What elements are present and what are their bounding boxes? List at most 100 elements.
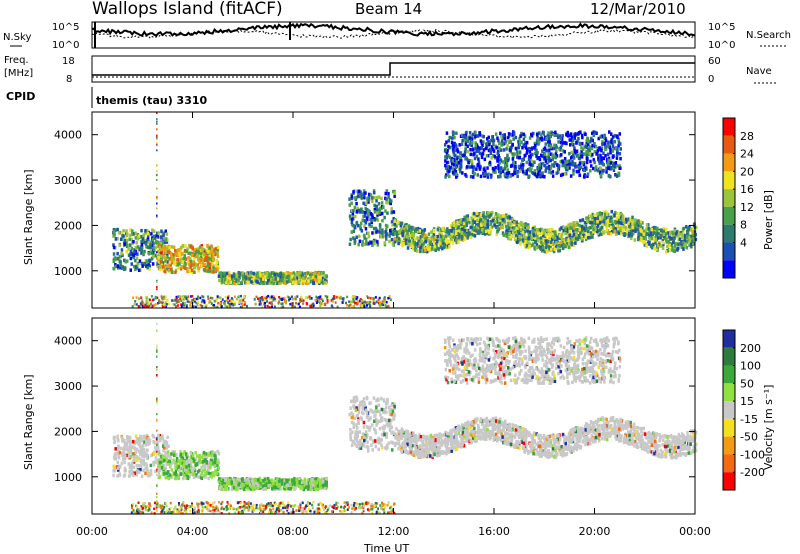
data-cell bbox=[483, 157, 487, 162]
data-cell bbox=[573, 146, 576, 150]
data-cell bbox=[542, 230, 546, 235]
data-cell bbox=[615, 153, 619, 158]
data-cell bbox=[289, 302, 292, 306]
data-cell bbox=[578, 142, 582, 146]
data-cell bbox=[221, 298, 224, 301]
data-cell bbox=[608, 163, 611, 167]
data-cell bbox=[304, 271, 307, 276]
data-cell bbox=[592, 230, 595, 234]
data-cell bbox=[356, 206, 359, 211]
data-cell bbox=[443, 149, 447, 153]
data-cell bbox=[279, 275, 282, 279]
data-cell bbox=[268, 281, 271, 285]
data-cell bbox=[412, 234, 416, 239]
data-cell bbox=[430, 230, 433, 234]
data-cell bbox=[125, 238, 129, 243]
data-cell bbox=[134, 450, 137, 455]
data-cell bbox=[124, 266, 127, 271]
data-cell bbox=[452, 150, 455, 154]
data-cell bbox=[189, 265, 192, 269]
data-cell bbox=[262, 277, 265, 281]
data-cell bbox=[341, 301, 344, 304]
data-cell bbox=[498, 146, 501, 151]
data-cell bbox=[586, 157, 589, 162]
data-cell bbox=[478, 131, 481, 135]
data-cell bbox=[317, 271, 321, 276]
data-cell bbox=[581, 218, 585, 222]
data-cell bbox=[442, 239, 445, 243]
data-cell bbox=[260, 277, 263, 282]
data-cell bbox=[410, 235, 414, 240]
data-cell bbox=[175, 249, 178, 253]
data-cell bbox=[356, 194, 360, 199]
data-cell bbox=[446, 227, 449, 231]
data-cell bbox=[418, 229, 422, 233]
data-cell bbox=[498, 141, 501, 146]
data-cell bbox=[504, 214, 507, 219]
data-cell bbox=[398, 230, 401, 234]
data-cell bbox=[535, 237, 538, 241]
data-cell bbox=[411, 244, 415, 249]
data-cell bbox=[464, 225, 467, 230]
data-cell bbox=[451, 167, 455, 171]
data-cell bbox=[523, 171, 526, 176]
data-cell bbox=[223, 300, 226, 303]
data-cell bbox=[406, 231, 409, 236]
data-cell bbox=[691, 234, 694, 238]
data-cell bbox=[558, 134, 562, 138]
data-cell bbox=[302, 299, 305, 302]
data-cell bbox=[584, 224, 588, 229]
data-cell bbox=[654, 241, 657, 245]
data-cell bbox=[156, 215, 158, 218]
data-cell bbox=[298, 305, 301, 309]
data-cell bbox=[553, 242, 556, 246]
data-cell bbox=[248, 274, 252, 278]
data-cell bbox=[535, 243, 539, 247]
data-cell bbox=[606, 160, 609, 164]
data-cell bbox=[579, 130, 582, 134]
data-cell bbox=[300, 271, 304, 276]
data-cell bbox=[175, 297, 178, 301]
data-cell bbox=[255, 295, 258, 299]
data-cell bbox=[502, 233, 506, 237]
data-cell bbox=[579, 231, 582, 235]
data-cell bbox=[576, 221, 579, 225]
data-cell bbox=[407, 242, 410, 247]
data-cell bbox=[600, 146, 604, 150]
data-cell bbox=[493, 154, 497, 159]
data-cell bbox=[526, 148, 529, 152]
data-cell bbox=[459, 155, 463, 159]
data-cell bbox=[523, 134, 527, 138]
data-cell bbox=[185, 304, 188, 307]
data-cell bbox=[677, 238, 680, 242]
data-cell bbox=[359, 192, 362, 196]
data-cell bbox=[605, 213, 608, 218]
data-cell bbox=[505, 160, 509, 164]
data-cell bbox=[507, 171, 511, 175]
data-cell bbox=[370, 224, 373, 229]
data-cell bbox=[244, 275, 247, 279]
freq-tick-right-bottom: 0 bbox=[708, 74, 714, 85]
data-cell bbox=[191, 253, 194, 257]
data-cell bbox=[118, 450, 122, 455]
data-cell bbox=[393, 191, 396, 195]
data-cell bbox=[139, 467, 142, 472]
data-cell bbox=[310, 303, 313, 307]
data-cell bbox=[217, 265, 220, 270]
data-cell bbox=[197, 269, 200, 273]
data-cell bbox=[409, 225, 412, 230]
data-cell bbox=[529, 165, 533, 170]
data-cell bbox=[273, 273, 276, 277]
data-cell bbox=[154, 240, 158, 245]
data-cell bbox=[490, 219, 493, 224]
data-cell bbox=[559, 159, 562, 164]
data-cell bbox=[129, 447, 133, 452]
data-cell bbox=[162, 233, 165, 237]
data-cell bbox=[596, 216, 600, 220]
data-cell bbox=[459, 151, 463, 155]
data-cell bbox=[145, 305, 148, 308]
data-cell bbox=[218, 278, 221, 283]
data-cell bbox=[541, 171, 544, 175]
data-cell bbox=[348, 242, 352, 246]
